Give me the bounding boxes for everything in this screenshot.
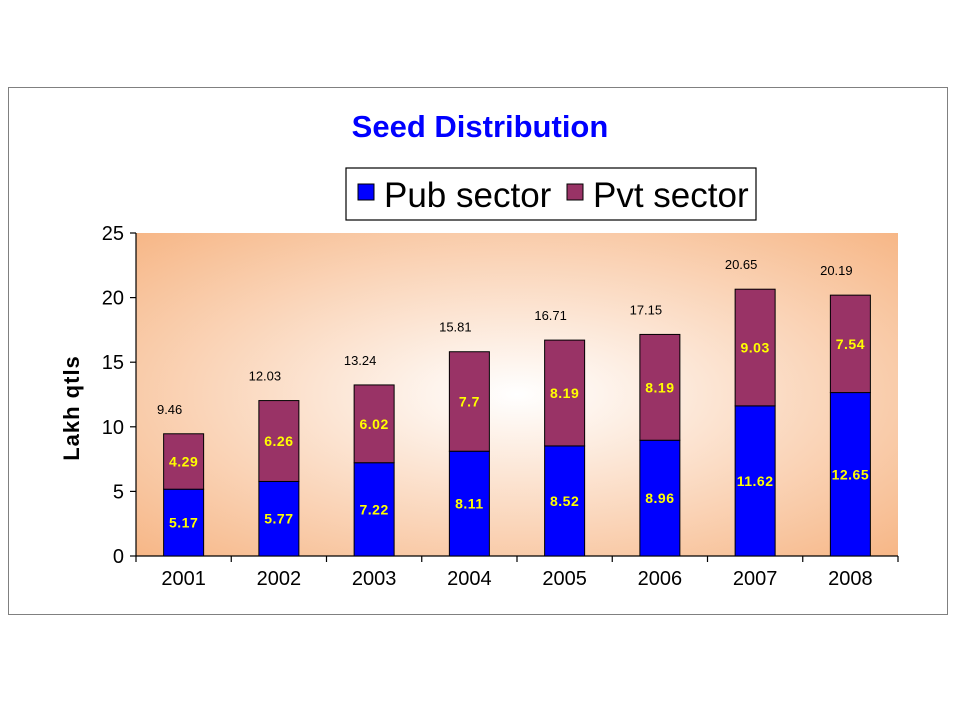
y-tick-label: 0: [113, 546, 124, 568]
x-tick-label: 2004: [447, 568, 492, 590]
y-axis: 0 5 10 15 20 25: [102, 223, 137, 568]
legend-label-pvt: Pvt sector: [593, 176, 749, 215]
legend-label-pub: Pub sector: [384, 176, 552, 215]
total-label-2003: 13.24: [344, 353, 377, 368]
x-tick-label: 2008: [828, 568, 873, 590]
bar-pvt-2005: [544, 339, 586, 447]
y-tick-label: 5: [113, 481, 124, 503]
y-tick-label: 20: [102, 288, 124, 310]
bar-pub-2007: [734, 405, 776, 557]
x-axis: 2001 2002 2003 2004 2005 2006 2007 2008: [135, 555, 899, 590]
data-label-pub-2003: 7.22: [360, 501, 389, 517]
data-label-pvt-2002: 6.26: [264, 433, 293, 449]
legend-swatch-pvt: [566, 183, 584, 201]
legend-box: [345, 167, 757, 221]
data-label-pub-2008: 12.65: [832, 466, 870, 482]
data-label-pub-2007: 11.62: [737, 473, 774, 489]
x-tick-label: 2003: [352, 568, 397, 590]
legend: Pub sector Pvt sector: [345, 167, 757, 221]
total-label-2001: 9.46: [157, 402, 182, 417]
y-tick-label: 25: [102, 223, 124, 245]
seed-distribution-chart: Seed Distribution Pub sector Pvt sector …: [59, 109, 899, 590]
total-label-2005: 16.71: [534, 308, 567, 323]
data-label-pvt-2005: 8.19: [550, 385, 579, 401]
bar-pub-2008: [829, 392, 871, 557]
data-label-pvt-2008: 7.54: [836, 336, 865, 352]
total-label-2006: 17.15: [630, 302, 663, 317]
y-tick-label: 10: [102, 417, 124, 439]
data-label-pub-2006: 8.96: [645, 490, 674, 506]
bar-pub-2005: [544, 445, 586, 557]
x-tick-label: 2002: [257, 568, 302, 590]
chart-title: Seed Distribution: [352, 109, 609, 144]
chart-frame: Seed Distribution Pub sector Pvt sector …: [8, 87, 948, 615]
bar-pvt-2006: [639, 333, 681, 441]
plot-area: [136, 233, 898, 556]
x-tick-label: 2007: [733, 568, 778, 590]
data-label-pub-2005: 8.52: [550, 493, 579, 509]
data-label-pvt-2007: 9.03: [741, 340, 770, 356]
data-label-pub-2002: 5.77: [264, 511, 293, 527]
total-label-2004: 15.81: [439, 320, 472, 335]
bars: 5.17 4.29 9.46 5.77 6.26 12.03 7.22 6.02 13.24 8.…: [157, 257, 871, 557]
bar-pvt-2007: [734, 288, 776, 407]
x-tick-label: 2006: [638, 568, 683, 590]
total-label-2008: 20.19: [820, 263, 853, 278]
bar-pub-2004: [448, 450, 490, 557]
data-label-pvt-2003: 6.02: [360, 416, 389, 432]
data-label-pub-2004: 8.11: [455, 496, 483, 512]
data-label-pub-2001: 5.17: [169, 515, 198, 531]
total-label-2002: 12.03: [249, 369, 282, 384]
bar-pvt-2001: [163, 433, 205, 490]
bar-pub-2001: [163, 488, 205, 557]
bar-pvt-2008: [829, 294, 871, 394]
bar-pvt-2004: [448, 351, 490, 452]
x-tick-label: 2005: [542, 568, 587, 590]
total-label-2007: 20.65: [725, 257, 758, 272]
y-axis-label: Lakh qtls: [59, 355, 84, 461]
bar-pvt-2003: [353, 384, 395, 464]
data-label-pvt-2004: 7.7: [459, 393, 480, 409]
bar-pub-2003: [353, 462, 395, 557]
data-label-pvt-2001: 4.29: [169, 453, 198, 469]
bar-pvt-2002: [258, 400, 300, 482]
data-label-pvt-2006: 8.19: [645, 379, 674, 395]
x-tick-label: 2001: [161, 568, 206, 590]
legend-swatch-pub: [357, 183, 375, 201]
y-tick-label: 15: [102, 352, 124, 374]
